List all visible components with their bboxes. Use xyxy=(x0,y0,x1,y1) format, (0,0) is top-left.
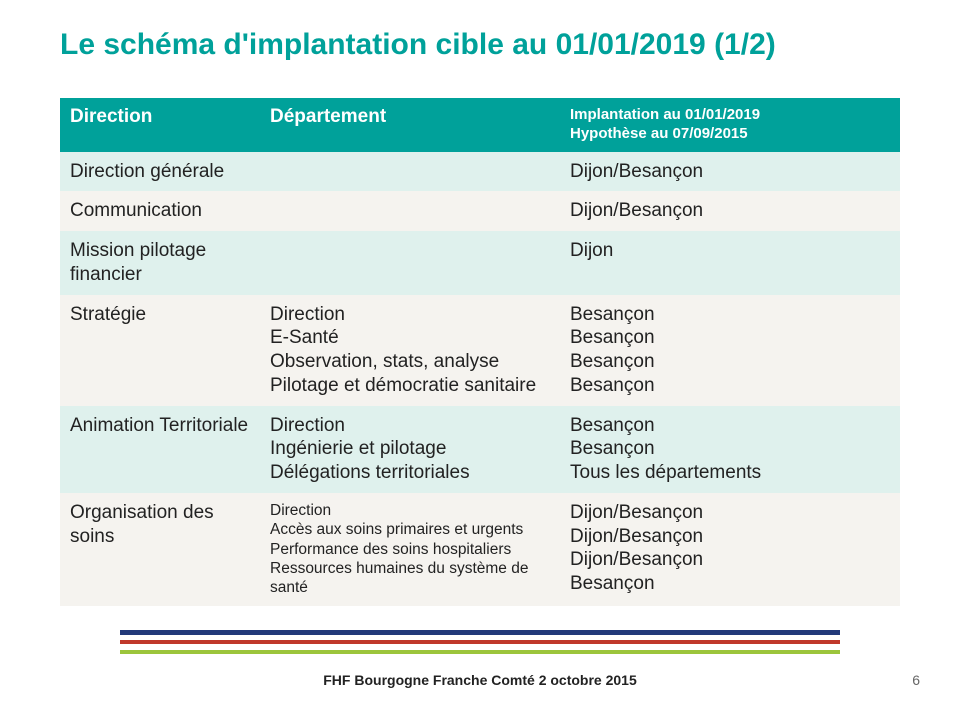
footer-stripes xyxy=(120,630,840,654)
cell-departement: Direction Ingénierie et pilotage Délégat… xyxy=(260,406,560,493)
cell-direction: Animation Territoriale xyxy=(60,406,260,493)
cell-departement xyxy=(260,152,560,192)
stripe-blue xyxy=(120,630,840,635)
table-row: Communication Dijon/Besançon xyxy=(60,191,900,231)
footer-text: FHF Bourgogne Franche Comté 2 octobre 20… xyxy=(0,672,960,688)
cell-direction: Mission pilotage financier xyxy=(60,231,260,295)
cell-direction: Communication xyxy=(60,191,260,231)
page-title: Le schéma d'implantation cible au 01/01/… xyxy=(60,28,776,62)
cell-departement: Direction Accès aux soins primaires et u… xyxy=(260,493,560,606)
stripe-green xyxy=(120,650,840,655)
table-header-row: Direction Département Implantation au 01… xyxy=(60,98,900,152)
table-row: Direction générale Dijon/Besançon xyxy=(60,152,900,192)
cell-implantation: Besançon Besançon Besançon Besançon xyxy=(560,295,900,406)
cell-implantation: Dijon/Besançon xyxy=(560,152,900,192)
cell-implantation: Dijon/Besançon Dijon/Besançon Dijon/Besa… xyxy=(560,493,900,606)
cell-departement xyxy=(260,191,560,231)
col-header-implantation: Implantation au 01/01/2019 Hypothèse au … xyxy=(560,98,900,152)
stripe-red xyxy=(120,640,840,645)
table-row: Animation TerritorialeDirection Ingénier… xyxy=(60,406,900,493)
col-header-direction: Direction xyxy=(60,98,260,152)
page-number: 6 xyxy=(912,672,920,688)
cell-departement xyxy=(260,231,560,295)
col-header-departement: Département xyxy=(260,98,560,152)
cell-implantation: Dijon xyxy=(560,231,900,295)
table-row: StratégieDirection E-Santé Observation, … xyxy=(60,295,900,406)
implantation-table: Direction Département Implantation au 01… xyxy=(60,98,900,606)
cell-implantation: Besançon Besançon Tous les départements xyxy=(560,406,900,493)
cell-direction: Stratégie xyxy=(60,295,260,406)
cell-implantation: Dijon/Besançon xyxy=(560,191,900,231)
slide: { "title": "Le schéma d'implantation cib… xyxy=(0,0,960,720)
cell-direction: Direction générale xyxy=(60,152,260,192)
cell-direction: Organisation des soins xyxy=(60,493,260,606)
table-row: Organisation des soinsDirection Accès au… xyxy=(60,493,900,606)
table-row: Mission pilotage financier Dijon xyxy=(60,231,900,295)
cell-departement: Direction E-Santé Observation, stats, an… xyxy=(260,295,560,406)
